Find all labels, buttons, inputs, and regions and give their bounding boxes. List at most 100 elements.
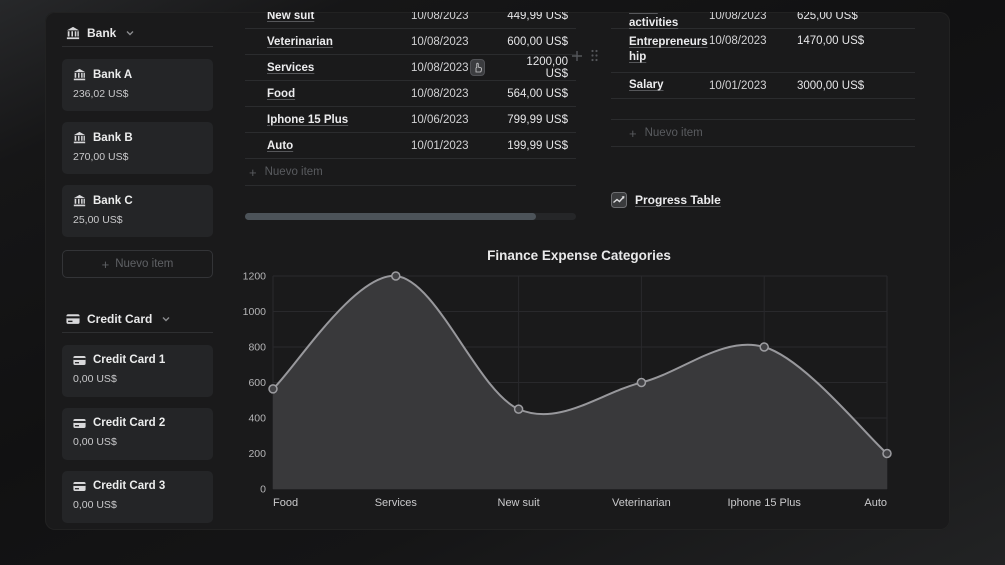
table-row: Veterinarian 10/08/2023 600,00 US$: [245, 29, 576, 55]
table-row: Entrepreneurship 10/08/2023 1470,00 US$: [611, 29, 915, 73]
sidebar: Bank Bank A 236,02 US$ Bank B 270,00: [62, 12, 213, 523]
account-balance: 270,00 US$: [73, 151, 129, 163]
row-name-link[interactable]: Auto: [267, 139, 294, 152]
svg-text:400: 400: [248, 413, 266, 425]
expense-categories-chart: 0 200 400 600 800 1000 1200 Food Services New sui…: [243, 271, 892, 509]
credit-section-header[interactable]: Credit Card: [62, 309, 213, 329]
row-name-link[interactable]: Entrepreneurship: [629, 36, 708, 63]
row-date[interactable]: 10/08/2023: [709, 12, 767, 22]
row-name-link[interactable]: Extra activities: [629, 12, 679, 29]
progress-table-link[interactable]: Progress Table: [611, 192, 721, 208]
credit-card-icon: [73, 355, 86, 366]
svg-text:200: 200: [248, 448, 266, 460]
row-date[interactable]: 10/06/2023: [411, 113, 469, 126]
block-handles: [571, 49, 599, 62]
svg-text:0: 0: [260, 484, 266, 496]
table-row: Iphone 15 Plus 10/06/2023 799,99 US$: [245, 107, 576, 133]
row-date[interactable]: 10/08/2023: [411, 58, 501, 76]
add-block-icon[interactable]: [571, 50, 583, 62]
row-name-link[interactable]: Salary: [629, 79, 664, 91]
svg-text:Iphone 15 Plus: Iphone 15 Plus: [728, 497, 802, 509]
row-date[interactable]: 10/01/2023: [411, 139, 469, 152]
credit-card-1[interactable]: Credit Card 1 0,00 US$: [62, 345, 213, 397]
svg-text:Auto: Auto: [864, 497, 887, 509]
bank-section-header[interactable]: Bank: [62, 23, 213, 43]
row-amount[interactable]: 625,00 US$: [797, 12, 858, 22]
account-balance: 236,02 US$: [73, 88, 129, 100]
row-name-link[interactable]: Services: [267, 61, 315, 74]
row-date[interactable]: 10/08/2023: [411, 87, 469, 100]
new-item-label: Nuevo item: [264, 166, 323, 178]
scrollbar-thumb[interactable]: [245, 213, 536, 220]
row-amount[interactable]: 3000,00 US$: [797, 79, 865, 92]
bank-icon: [73, 68, 86, 81]
bank-section-label: Bank: [87, 26, 117, 40]
table-row: Services 10/08/2023 1200,00 US$: [245, 55, 576, 81]
credit-card-2[interactable]: Credit Card 2 0,00 US$: [62, 408, 213, 460]
row-amount[interactable]: 1200,00 US$: [526, 55, 568, 80]
svg-text:1200: 1200: [243, 271, 266, 283]
row-amount[interactable]: 564,00 US$: [507, 87, 568, 100]
row-date[interactable]: 10/08/2023: [411, 12, 469, 22]
new-bank-item-button[interactable]: + Nuevo item: [62, 250, 213, 278]
row-amount[interactable]: 799,99 US$: [507, 113, 568, 126]
income-table: Extra activities 10/08/2023 625,00 US$ E…: [611, 12, 915, 147]
table-row: Food 10/08/2023 564,00 US$: [245, 81, 576, 107]
expense-table: New suit 10/08/2023 449,99 US$ Veterinar…: [245, 12, 576, 186]
row-name-link[interactable]: New suit: [267, 12, 315, 22]
drag-handle-icon[interactable]: [590, 49, 599, 62]
row-amount[interactable]: 449,99 US$: [507, 12, 568, 22]
svg-text:800: 800: [248, 342, 266, 354]
progress-table-label: Progress Table: [635, 193, 721, 207]
row-name-link[interactable]: Veterinarian: [267, 35, 333, 48]
credit-section-label: Credit Card: [87, 312, 153, 326]
row-name-link[interactable]: Food: [267, 87, 296, 100]
dashboard-panel: Bank Bank A 236,02 US$ Bank B 270,00: [45, 12, 950, 530]
bank-card-a[interactable]: Bank A 236,02 US$: [62, 59, 213, 111]
account-name: Bank B: [93, 131, 133, 144]
svg-text:Veterinarian: Veterinarian: [612, 497, 671, 509]
row-amount[interactable]: 1470,00 US$: [797, 35, 865, 47]
bank-card-c[interactable]: Bank C 25,00 US$: [62, 185, 213, 237]
new-item-label: Nuevo item: [644, 127, 703, 139]
pointer-cursor-icon: [470, 58, 485, 76]
row-date[interactable]: 10/08/2023: [411, 35, 469, 48]
credit-card-icon: [73, 418, 86, 429]
plus-icon: +: [101, 256, 110, 272]
account-balance: 25,00 US$: [73, 214, 123, 226]
account-name: Credit Card 1: [93, 354, 166, 366]
row-date[interactable]: 10/08/2023: [709, 35, 767, 47]
account-balance: 0,00 US$: [73, 373, 117, 385]
table-row: New suit 10/08/2023 449,99 US$: [245, 12, 576, 29]
row-amount[interactable]: 199,99 US$: [507, 139, 568, 152]
chevron-down-icon[interactable]: [125, 28, 135, 38]
row-date[interactable]: 10/01/2023: [709, 79, 767, 92]
svg-text:Services: Services: [375, 497, 418, 509]
bank-card-b[interactable]: Bank B 270,00 US$: [62, 122, 213, 174]
plus-icon: +: [629, 125, 637, 141]
row-amount[interactable]: 600,00 US$: [507, 35, 568, 48]
horizontal-scrollbar[interactable]: [245, 213, 576, 220]
row-name-link[interactable]: Iphone 15 Plus: [267, 113, 349, 126]
svg-text:Food: Food: [273, 497, 298, 509]
bank-icon: [66, 26, 80, 40]
svg-text:600: 600: [248, 377, 266, 389]
svg-text:New suit: New suit: [498, 497, 540, 509]
chevron-down-icon[interactable]: [161, 314, 171, 324]
bank-icon: [73, 131, 86, 144]
new-income-row-button[interactable]: + Nuevo item: [611, 120, 915, 147]
bank-icon: [73, 194, 86, 207]
account-name: Bank C: [93, 194, 133, 207]
credit-card-icon: [66, 313, 80, 325]
section-divider: [62, 46, 213, 47]
table-row: Extra activities 10/08/2023 625,00 US$: [611, 12, 915, 29]
new-expense-row-button[interactable]: + Nuevo item: [245, 159, 576, 186]
credit-card-3[interactable]: Credit Card 3 0,00 US$: [62, 471, 213, 523]
table-row: Auto 10/01/2023 199,99 US$: [245, 133, 576, 159]
account-name: Credit Card 2: [93, 417, 166, 429]
account-name: Bank A: [93, 68, 133, 81]
account-balance: 0,00 US$: [73, 499, 117, 511]
new-item-label: Nuevo item: [115, 258, 174, 270]
svg-text:1000: 1000: [243, 306, 266, 318]
empty-row: [611, 99, 915, 120]
